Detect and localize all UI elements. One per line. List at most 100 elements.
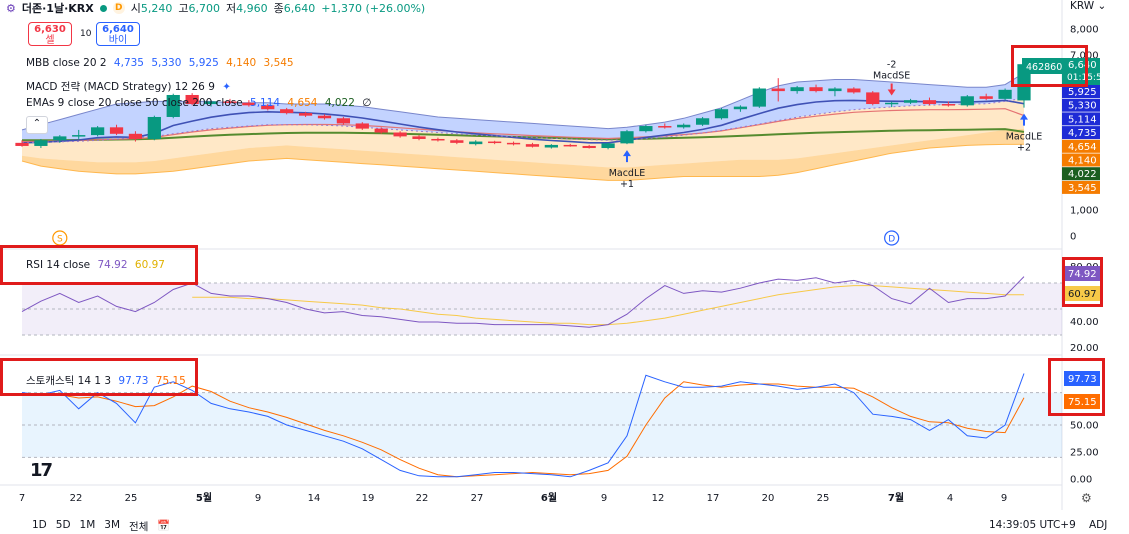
event-badge-label: S <box>57 235 63 245</box>
candle-body <box>960 96 974 106</box>
candle-body <box>752 88 766 107</box>
buy-price: 6,640 <box>102 24 134 35</box>
price-label-text: 4,654 <box>1068 142 1097 153</box>
rsi-ma-value-label: 60.97 <box>1068 289 1097 300</box>
time-tick-label: 22 <box>70 493 83 504</box>
candle-body <box>185 94 199 105</box>
clock[interactable]: 14:39:05 UTC+9 <box>989 519 1076 531</box>
price-tick-label: 0 <box>1070 232 1076 243</box>
buy-button[interactable]: 6,640 바이 <box>96 22 140 46</box>
candle-body <box>903 100 918 103</box>
stoch-tick-label: 0.00 <box>1070 475 1092 486</box>
stoch-d-value-label: 75.15 <box>1068 397 1097 408</box>
legend-rsi[interactable]: RSI 14 close 74.92 60.97 <box>26 259 165 271</box>
time-tick-label: 20 <box>762 493 775 504</box>
candle-body <box>374 128 388 133</box>
symbol-name[interactable]: 더존·1날·KRX <box>21 2 94 15</box>
candle-body <box>298 113 313 116</box>
timeframe-all[interactable]: 전체 <box>129 521 149 533</box>
adj-toggle[interactable]: ADJ <box>1089 519 1108 531</box>
legend-stochastic[interactable]: 스토캐스틱 14 1 3 97.73 75.15 <box>26 375 186 387</box>
price-label-box <box>1062 58 1100 86</box>
time-tick-label: 27 <box>471 493 484 504</box>
price-tick-label: 1,000 <box>1070 206 1099 217</box>
ema20-line <box>21 108 1025 143</box>
price-label-text: 6,640 <box>1068 60 1097 71</box>
candle-body <box>91 127 105 136</box>
buy-marker-arrow-icon <box>1020 113 1028 126</box>
candle-body <box>450 140 464 143</box>
event-badge-icon <box>884 230 900 246</box>
time-tick-label: 9 <box>255 493 261 504</box>
candle-body <box>620 131 634 144</box>
candle-body <box>431 138 445 141</box>
timeframe-3m[interactable]: 3M <box>104 519 121 531</box>
stoch-tick-label: 20.00 <box>1070 343 1099 354</box>
mbb-lower-line <box>21 143 1025 181</box>
spread-value: 10 <box>80 29 92 39</box>
candle-body <box>544 144 558 148</box>
tradingview-logo[interactable]: 17 <box>30 460 53 481</box>
time-tick-label: 5월 <box>196 492 212 504</box>
candle-body <box>771 88 785 92</box>
price-label-box <box>1062 85 1100 98</box>
time-tick-label: 25 <box>125 493 138 504</box>
legend-mbb[interactable]: MBB close 20 2 4,735 5,330 5,925 4,140 3… <box>26 57 294 69</box>
price-label-text: 5,925 <box>1068 87 1097 98</box>
legend-macd-strategy[interactable]: MACD 전략 (MACD Strategy) 12 26 9 ✦ <box>26 81 232 93</box>
ohlc-high: 고6,700 <box>178 2 220 15</box>
price-label-box <box>1062 126 1100 140</box>
time-tick-label: 12 <box>652 493 665 504</box>
currency-selector[interactable]: KRW ⌄ <box>1070 0 1107 12</box>
candle-body <box>336 118 351 124</box>
chevron-down-icon: ⌄ <box>1097 0 1107 12</box>
mbb-lower2-fill <box>22 128 1024 181</box>
candle-body <box>128 133 143 139</box>
candle-body <box>166 94 180 117</box>
timeframe-1m[interactable]: 1M <box>79 519 96 531</box>
time-tick-label: 6월 <box>541 492 557 504</box>
buy-marker-arrow-icon <box>622 150 631 163</box>
last-trade-tag-text: 462860 <box>1026 62 1062 73</box>
collapse-legend-button[interactable]: ⌃ <box>26 116 48 134</box>
candle-body <box>242 102 256 106</box>
marker-label: MacdLE <box>609 168 646 179</box>
rsi-tick-label: 40.00 <box>1070 317 1099 328</box>
event-badge-label: D <box>888 235 895 245</box>
time-tick-label: 14 <box>308 493 321 504</box>
time-tick-label: 7 <box>19 493 25 504</box>
time-tick-label: 4 <box>947 493 953 504</box>
time-tick-label: 22 <box>416 493 429 504</box>
candle-body <box>525 144 540 147</box>
time-tick-label: 19 <box>362 493 375 504</box>
time-tick-label: 9 <box>1001 493 1007 504</box>
timeframe-1d[interactable]: 1D <box>32 519 47 531</box>
candle-body <box>695 118 710 125</box>
stoch-k-value-box <box>1064 371 1100 386</box>
candle-body <box>714 109 729 119</box>
highlight-box-price <box>1011 45 1088 87</box>
candle-body <box>34 140 48 146</box>
buy-label: 바이 <box>108 35 128 46</box>
price-label-text: 3,545 <box>1068 183 1097 194</box>
stoch-tick-label: 50.00 <box>1070 421 1099 432</box>
candle-body <box>261 105 275 110</box>
candle-body <box>393 132 407 137</box>
ohlc-low: 저4,960 <box>225 2 268 15</box>
candle-body <box>204 101 218 105</box>
candle-body <box>506 142 521 145</box>
candle-body <box>639 126 653 132</box>
candle-body <box>828 88 842 92</box>
price-label-text: 5,114 <box>1068 114 1097 125</box>
timeframe-5d[interactable]: 5D <box>55 519 71 531</box>
sell-button[interactable]: 6,630 셀 <box>28 22 72 46</box>
calendar-icon[interactable]: 📅 <box>157 520 171 532</box>
candle-body <box>355 123 369 129</box>
candle-body <box>223 101 237 103</box>
candle-body <box>658 126 672 128</box>
candle-body <box>922 100 937 105</box>
legend-emas[interactable]: EMAs 9 close 20 close 50 close 200 close… <box>26 97 372 109</box>
marker-label: MacdLE <box>1006 132 1043 143</box>
settings-icon[interactable]: ⚙ <box>1081 491 1092 505</box>
